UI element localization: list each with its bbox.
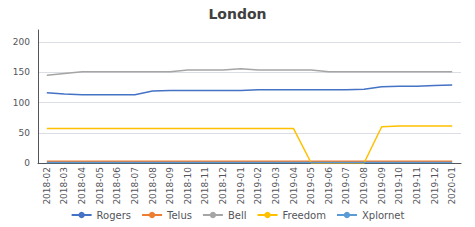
svg-text:2019-07: 2019-07 — [341, 167, 351, 205]
svg-text:2019-02: 2019-02 — [253, 167, 263, 205]
svg-text:Freedom: Freedom — [283, 210, 326, 221]
svg-text:2019-05: 2019-05 — [306, 167, 316, 205]
svg-text:2018-05: 2018-05 — [95, 167, 105, 205]
svg-text:200: 200 — [13, 37, 30, 47]
svg-text:2018-03: 2018-03 — [59, 167, 69, 205]
svg-text:2020-01: 2020-01 — [447, 167, 457, 205]
svg-text:2019-08: 2019-08 — [359, 167, 369, 205]
svg-text:2019-03: 2019-03 — [271, 167, 281, 205]
svg-text:London: London — [208, 6, 266, 22]
svg-text:150: 150 — [13, 67, 30, 77]
svg-text:2019-10: 2019-10 — [394, 167, 404, 205]
svg-text:2019-12: 2019-12 — [430, 167, 440, 205]
svg-text:Bell: Bell — [228, 210, 247, 221]
svg-text:2018-04: 2018-04 — [77, 167, 87, 205]
svg-text:2018-11: 2018-11 — [200, 167, 210, 205]
svg-text:2019-01: 2019-01 — [236, 167, 246, 205]
svg-text:2018-07: 2018-07 — [130, 167, 140, 205]
svg-text:0: 0 — [24, 158, 30, 168]
svg-text:2019-11: 2019-11 — [412, 167, 422, 205]
svg-text:Telus: Telus — [166, 210, 192, 221]
svg-text:2018-08: 2018-08 — [148, 167, 158, 205]
svg-text:50: 50 — [19, 128, 31, 138]
svg-text:2018-06: 2018-06 — [112, 167, 122, 205]
svg-text:Xplornet: Xplornet — [362, 210, 405, 221]
svg-text:2018-10: 2018-10 — [183, 167, 193, 205]
svg-text:100: 100 — [13, 98, 30, 108]
svg-text:Rogers: Rogers — [97, 210, 131, 221]
svg-text:2019-06: 2019-06 — [324, 167, 334, 205]
svg-text:2019-09: 2019-09 — [377, 167, 387, 205]
svg-text:2018-12: 2018-12 — [218, 167, 228, 205]
svg-text:2019-04: 2019-04 — [289, 167, 299, 205]
svg-text:2018-09: 2018-09 — [165, 167, 175, 205]
svg-text:2018-02: 2018-02 — [42, 167, 52, 205]
